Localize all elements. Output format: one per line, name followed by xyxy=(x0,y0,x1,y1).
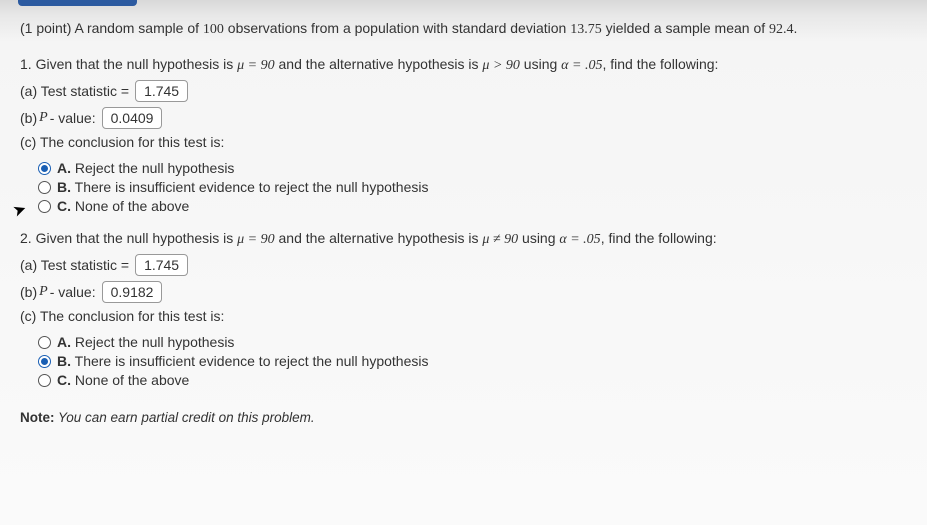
question-content: (1 point) A random sample of 100 observa… xyxy=(0,0,927,435)
q2-option-b[interactable]: B. There is insufficient evidence to rej… xyxy=(38,353,907,369)
q2b-label-pre: (b) xyxy=(20,284,37,300)
radio-icon[interactable] xyxy=(38,374,51,387)
q2a-input[interactable]: 1.745 xyxy=(135,254,188,276)
radio-icon[interactable] xyxy=(38,200,51,213)
sample-n: 100 xyxy=(203,22,224,37)
points-label: (1 point) xyxy=(20,20,71,36)
note-text: Note: You can earn partial credit on thi… xyxy=(20,410,907,425)
q2-option-c[interactable]: C. None of the above xyxy=(38,372,907,388)
q1-option-b[interactable]: B. There is insufficient evidence to rej… xyxy=(38,179,907,195)
q1-option-c-label: C. None of the above xyxy=(57,198,189,214)
q1a-input[interactable]: 1.745 xyxy=(135,80,188,102)
q1-options: A. Reject the null hypothesis B. There i… xyxy=(38,160,907,214)
q2-option-a-label: A. Reject the null hypothesis xyxy=(57,334,234,350)
q1-number: 1. xyxy=(20,56,32,72)
sample-mean: 92.4 xyxy=(769,22,794,37)
q1-option-b-label: B. There is insufficient evidence to rej… xyxy=(57,179,428,195)
note-label: Note: xyxy=(20,410,55,425)
q1-text: , find the following: xyxy=(602,56,718,72)
q1-header: 1. Given that the null hypothesis is μ =… xyxy=(20,56,907,74)
previous-problem-button[interactable]: Previous Problem xyxy=(18,0,137,6)
q1a-label: (a) Test statistic = xyxy=(20,83,129,99)
q2-alpha: α = .05 xyxy=(559,232,600,247)
q1b-label-pre: (b) xyxy=(20,110,37,126)
q2a-label: (a) Test statistic = xyxy=(20,257,129,273)
q1-option-c[interactable]: C. None of the above xyxy=(38,198,907,214)
q2-option-a[interactable]: A. Reject the null hypothesis xyxy=(38,334,907,350)
q1-part-c: (c) The conclusion for this test is: xyxy=(20,134,907,150)
q1-alt-hyp: μ > 90 xyxy=(482,58,519,73)
q1-part-b: (b) P - value: 0.0409 xyxy=(20,107,907,129)
q1-null-hyp: μ = 90 xyxy=(237,58,274,73)
q2-part-a: (a) Test statistic = 1.745 xyxy=(20,254,907,276)
note-body: You can earn partial credit on this prob… xyxy=(55,410,315,425)
q2c-label: (c) The conclusion for this test is: xyxy=(20,308,224,324)
question-intro: (1 point) A random sample of 100 observa… xyxy=(20,18,907,40)
q2-number: 2. xyxy=(20,230,32,246)
std-dev: 13.75 xyxy=(570,22,602,37)
q2b-p-var: P xyxy=(39,284,48,300)
q2-option-b-label: B. There is insufficient evidence to rej… xyxy=(57,353,428,369)
q1-text: and the alternative hypothesis is xyxy=(275,56,483,72)
q1-part-a: (a) Test statistic = 1.745 xyxy=(20,80,907,102)
q2-alt-hyp: μ ≠ 90 xyxy=(482,232,518,247)
intro-text: . xyxy=(794,20,798,36)
q2-part-c: (c) The conclusion for this test is: xyxy=(20,308,907,324)
q1-text: Given that the null hypothesis is xyxy=(32,56,237,72)
q2-text: and the alternative hypothesis is xyxy=(275,230,483,246)
radio-icon[interactable] xyxy=(38,181,51,194)
q1c-label: (c) The conclusion for this test is: xyxy=(20,134,224,150)
q2-options: A. Reject the null hypothesis B. There i… xyxy=(38,334,907,388)
intro-text: A random sample of xyxy=(74,20,202,36)
q2-text: using xyxy=(518,230,559,246)
intro-text: yielded a sample mean of xyxy=(602,20,769,36)
q2b-input[interactable]: 0.9182 xyxy=(102,281,163,303)
q1b-input[interactable]: 0.0409 xyxy=(102,107,163,129)
q2-option-c-label: C. None of the above xyxy=(57,372,189,388)
radio-icon[interactable] xyxy=(38,336,51,349)
q2-text: , find the following: xyxy=(601,230,717,246)
q1-option-a[interactable]: A. Reject the null hypothesis xyxy=(38,160,907,176)
q2-null-hyp: μ = 90 xyxy=(237,232,274,247)
radio-icon[interactable] xyxy=(38,355,51,368)
q1-alpha: α = .05 xyxy=(561,58,602,73)
intro-text: observations from a population with stan… xyxy=(224,20,570,36)
radio-icon[interactable] xyxy=(38,162,51,175)
q1b-p-var: P xyxy=(39,110,48,126)
q2-text: Given that the null hypothesis is xyxy=(32,230,237,246)
q2-part-b: (b) P - value: 0.9182 xyxy=(20,281,907,303)
q2b-label-post: - value: xyxy=(50,284,96,300)
q1-text: using xyxy=(520,56,561,72)
q1-option-a-label: A. Reject the null hypothesis xyxy=(57,160,234,176)
q1b-label-post: - value: xyxy=(50,110,96,126)
q2-header: 2. Given that the null hypothesis is μ =… xyxy=(20,230,907,248)
